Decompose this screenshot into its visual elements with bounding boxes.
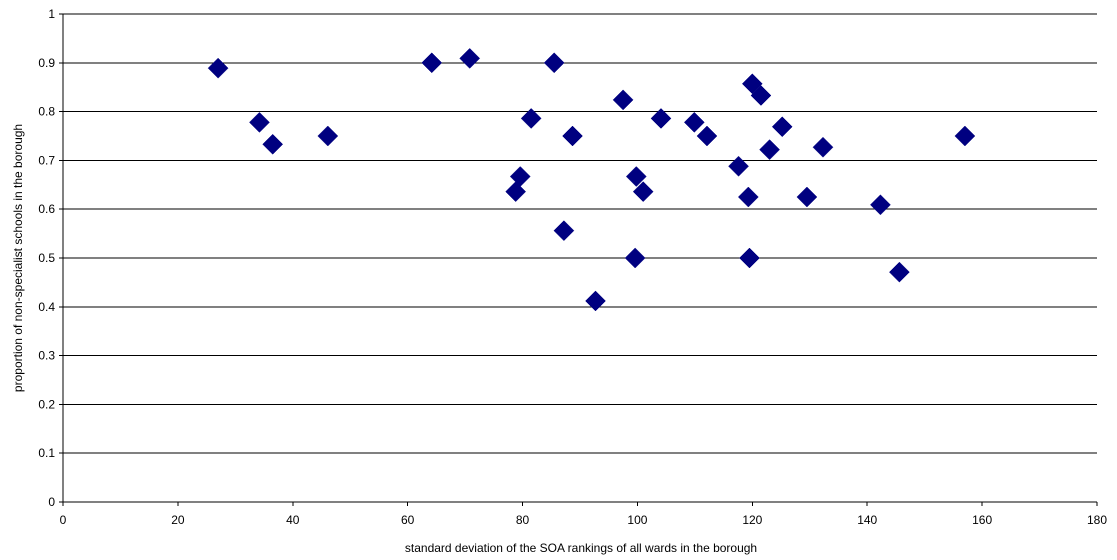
x-tick-label: 180	[1087, 513, 1107, 527]
data-point-28	[812, 136, 834, 158]
data-point-0	[207, 57, 229, 79]
x-tick-label: 160	[972, 513, 992, 527]
x-tick-label: 60	[401, 513, 415, 527]
data-point-9	[543, 52, 565, 74]
data-point-15	[625, 166, 647, 187]
data-point-20	[728, 155, 749, 177]
y-tick-label: 1	[48, 7, 55, 21]
gridlines	[63, 13, 1097, 454]
data-points	[207, 48, 976, 312]
x-tick-label: 20	[171, 513, 185, 527]
data-point-14	[624, 247, 646, 269]
data-point-21	[737, 186, 759, 208]
y-tick-label: 0.5	[38, 251, 55, 265]
x-axis-ticks: 0 20 40 60 80 100 120 140 160 180	[60, 502, 1107, 527]
data-point-2	[262, 133, 284, 155]
x-tick-label: 0	[60, 513, 67, 527]
y-tick-label: 0.6	[38, 202, 55, 216]
data-point-29	[870, 194, 891, 216]
data-point-10	[553, 220, 575, 242]
data-point-7	[509, 166, 531, 187]
data-point-3	[317, 125, 339, 147]
y-tick-label: 0.2	[38, 397, 55, 411]
y-tick-label: 0.3	[38, 349, 55, 363]
data-point-5	[459, 48, 481, 69]
data-point-4	[421, 52, 443, 74]
x-axis-title: standard deviation of the SOA rankings o…	[405, 541, 757, 555]
data-point-13	[612, 89, 634, 111]
x-tick-label: 140	[857, 513, 877, 527]
y-tick-label: 0.9	[38, 56, 55, 70]
y-tick-label: 0.8	[38, 105, 55, 119]
data-point-22	[739, 247, 760, 269]
data-point-27	[796, 186, 818, 208]
y-tick-label: 0.4	[38, 300, 55, 314]
data-point-30	[889, 261, 910, 283]
data-point-24	[750, 85, 772, 106]
x-tick-label: 120	[742, 513, 762, 527]
y-tick-label: 0.1	[38, 446, 55, 460]
y-tick-label: 0	[48, 495, 55, 509]
y-tick-label: 0.7	[38, 153, 55, 167]
data-point-17	[650, 108, 672, 129]
data-point-6	[505, 181, 527, 202]
data-point-16	[632, 181, 654, 202]
data-point-18	[683, 111, 705, 133]
x-tick-label: 40	[286, 513, 300, 527]
data-point-8	[520, 108, 542, 129]
data-point-19	[696, 125, 718, 147]
data-point-12	[585, 290, 606, 312]
data-point-25	[759, 139, 780, 161]
y-axis-title: proportion of non-specialist schools in …	[11, 124, 25, 392]
data-point-11	[562, 125, 583, 147]
data-point-26	[771, 116, 793, 138]
x-tick-label: 100	[627, 513, 647, 527]
x-tick-label: 80	[516, 513, 530, 527]
data-point-31	[954, 125, 976, 147]
y-axis-ticks: 0 0.1 0.2 0.3 0.4 0.5 0.6 0.7 0.8 0.9 1	[38, 7, 63, 509]
data-point-1	[249, 111, 270, 133]
